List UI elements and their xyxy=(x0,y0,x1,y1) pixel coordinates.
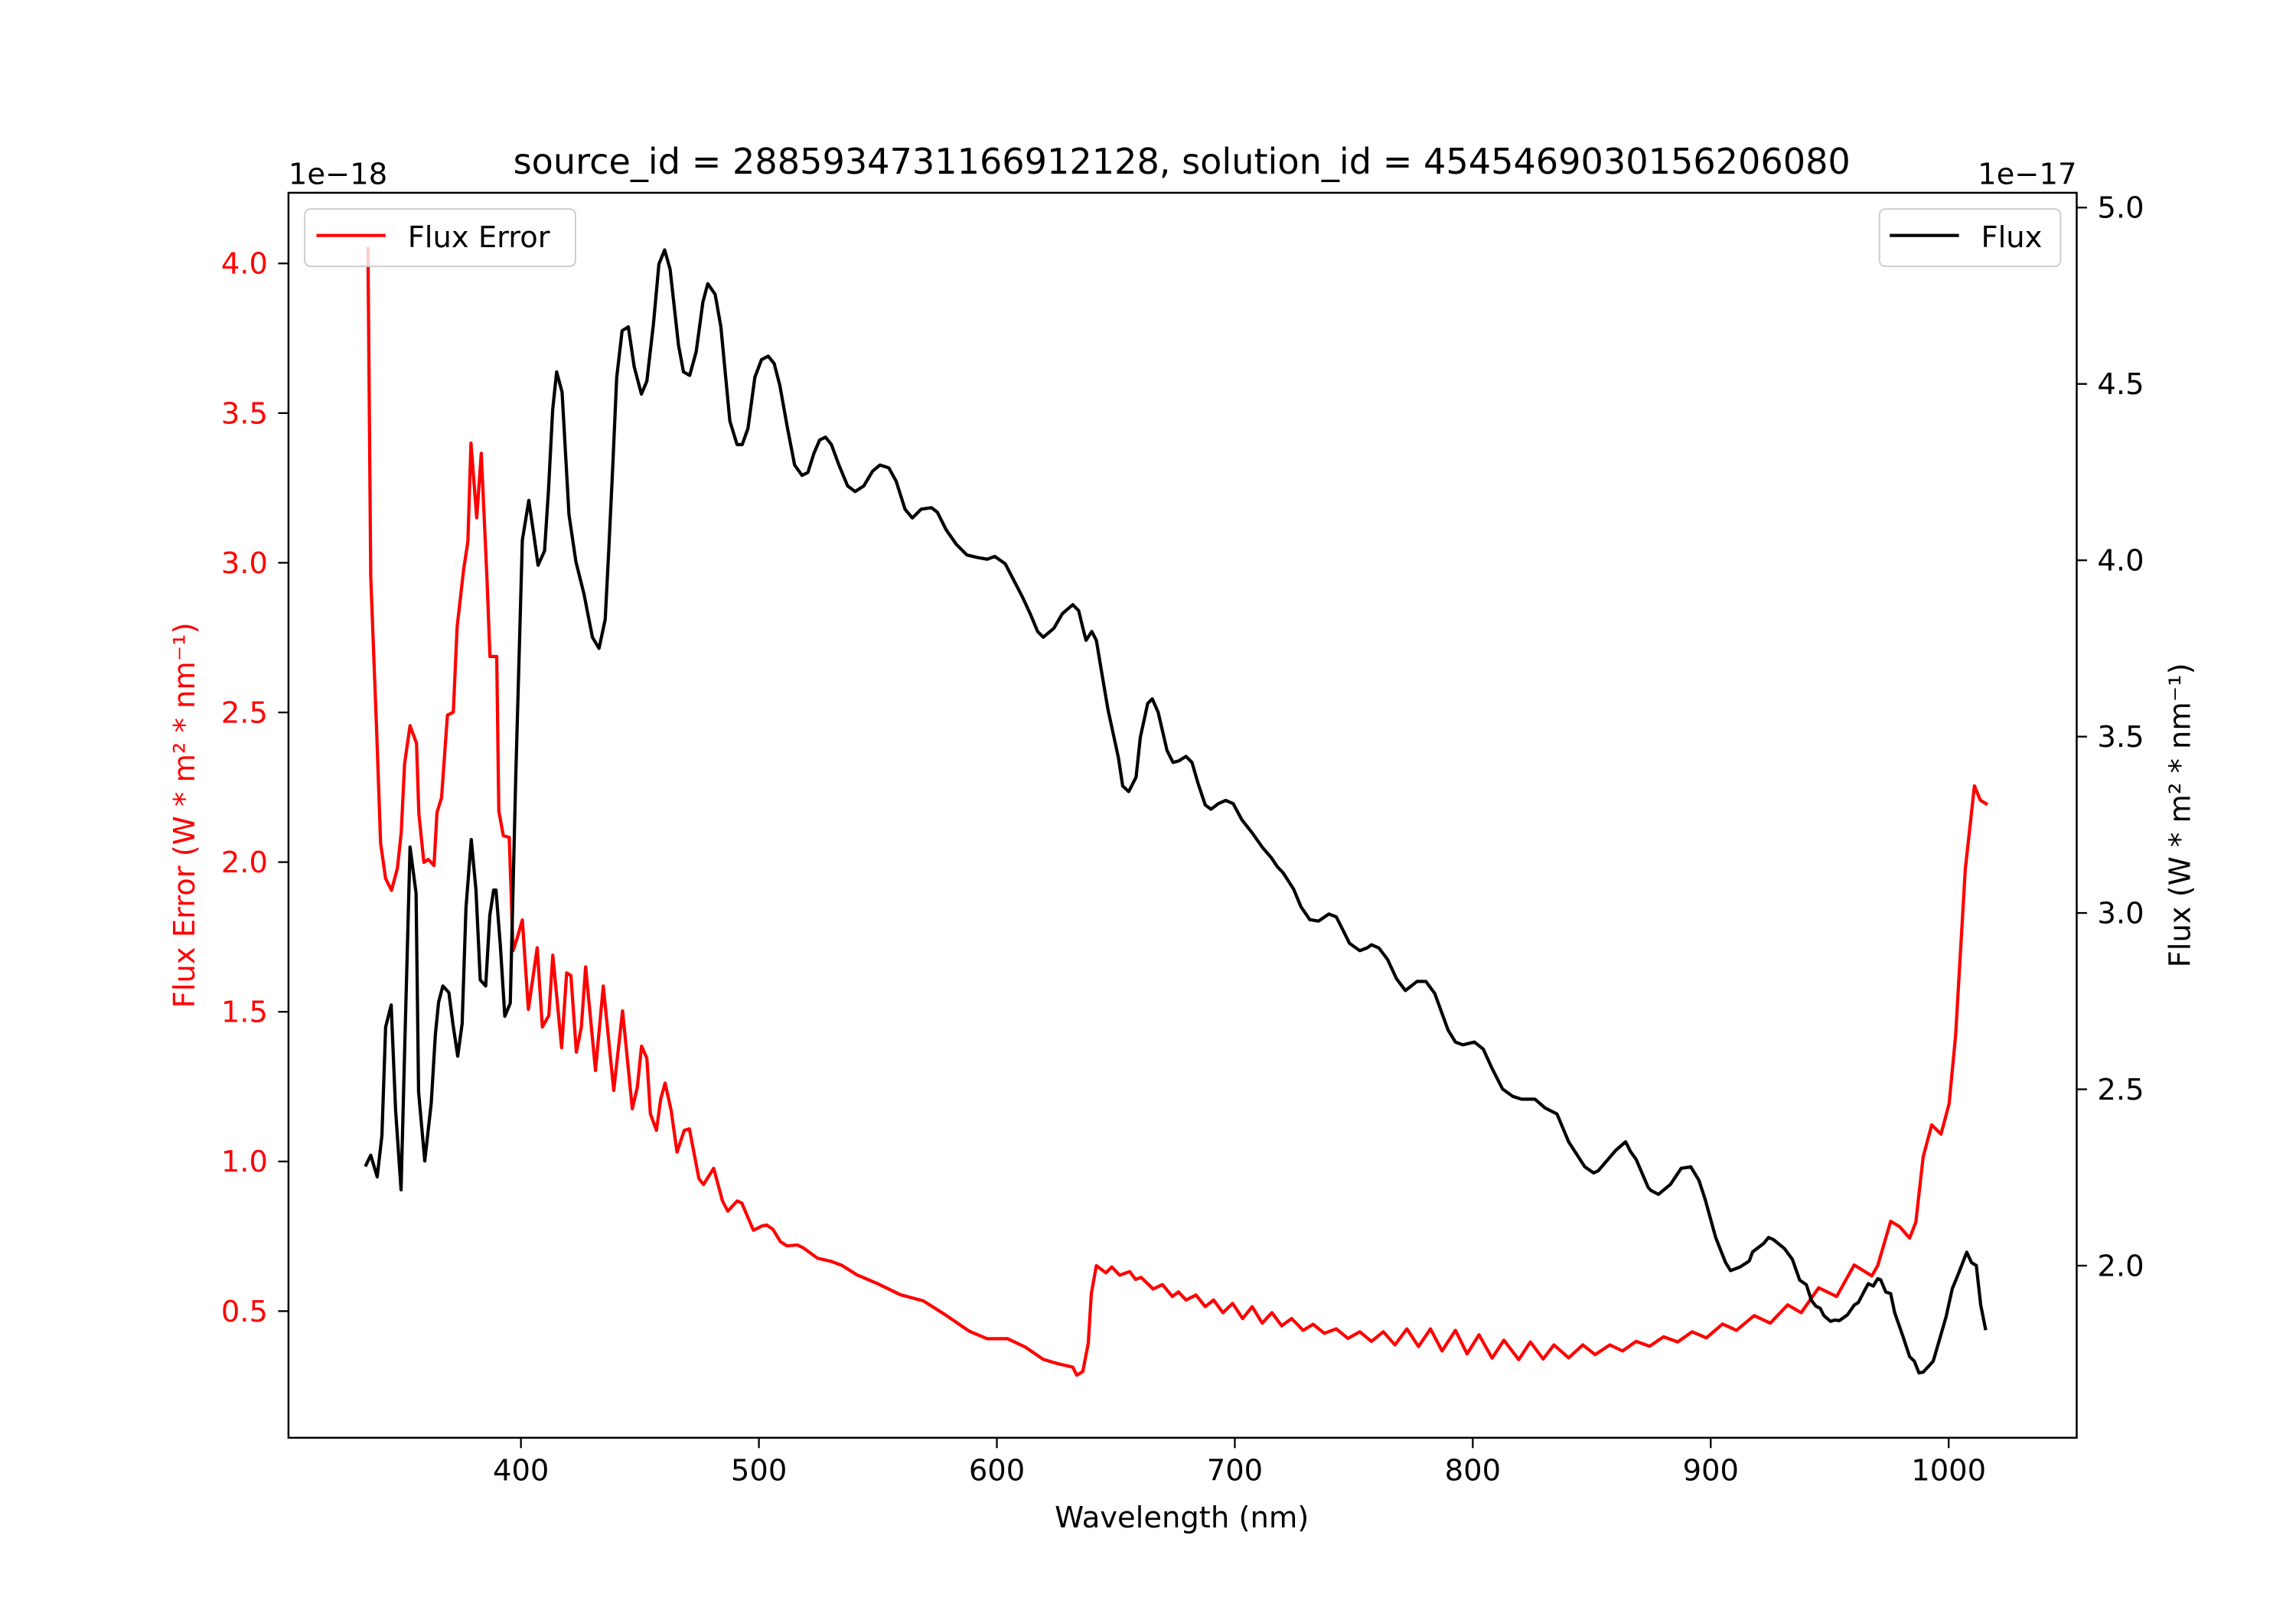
left-axis-label: Flux Error (W * m² * nm⁻¹) xyxy=(168,622,202,1008)
legend-label-flux: Flux xyxy=(1981,220,2042,255)
x-tick-label: 1000 xyxy=(1911,1454,1986,1488)
left-tick-label: 2.0 xyxy=(221,846,268,880)
left-tick-label: 1.5 xyxy=(221,996,268,1030)
plot-lines xyxy=(364,247,1989,1377)
right-tick-label: 3.5 xyxy=(2097,720,2144,755)
legend-label-flux-error: Flux Error xyxy=(408,220,550,255)
x-tick-label: 900 xyxy=(1683,1454,1739,1488)
left-tick-label: 3.5 xyxy=(221,396,268,431)
left-tick-label: 0.5 xyxy=(221,1295,268,1329)
right-axis-label: Flux (W * m² * nm⁻¹) xyxy=(2164,663,2198,967)
legend-box xyxy=(1878,208,2062,268)
x-tick-label: 500 xyxy=(731,1454,787,1488)
flux-line xyxy=(364,248,1988,1375)
left-tick-label: 1.0 xyxy=(221,1145,268,1179)
left-axis-ticks: 0.5 1.0 1.5 2.0 2.5 3.0 3.5 4.0 xyxy=(221,247,289,1329)
right-tick-label: 2.0 xyxy=(2097,1249,2144,1283)
left-tick-label: 3.0 xyxy=(221,546,268,581)
right-axis-ticks: 2.0 2.5 3.0 3.5 4.0 4.5 5.0 xyxy=(2076,191,2144,1283)
right-tick-label: 4.0 xyxy=(2097,544,2144,579)
legend-flux-error: Flux Error xyxy=(304,208,576,268)
right-tick-label: 4.5 xyxy=(2097,367,2144,402)
left-tick-label: 2.5 xyxy=(221,696,268,730)
x-tick-label: 700 xyxy=(1207,1454,1263,1488)
right-tick-label: 5.0 xyxy=(2097,191,2144,226)
right-tick-label: 3.0 xyxy=(2097,897,2144,931)
x-axis-label: Wavelength (nm) xyxy=(1055,1501,1309,1535)
plot-area-frame xyxy=(287,191,2078,1439)
x-tick-label: 600 xyxy=(969,1454,1025,1488)
right-axis-offset-text: 1e−17 xyxy=(1978,157,2076,191)
legend-flux: Flux xyxy=(1878,208,2062,268)
right-tick-label: 2.5 xyxy=(2097,1073,2144,1107)
x-tick-label: 800 xyxy=(1445,1454,1501,1488)
x-tick-label: 400 xyxy=(493,1454,549,1488)
flux-error-line xyxy=(366,247,1989,1377)
x-axis-ticks: 400 500 600 700 800 900 1000 xyxy=(493,1437,1986,1488)
left-axis-offset-text: 1e−18 xyxy=(289,157,387,191)
left-tick-label: 4.0 xyxy=(221,247,268,282)
legend-box xyxy=(304,208,576,268)
chart-title: source_id = 2885934731166912128, solutio… xyxy=(514,141,1851,182)
